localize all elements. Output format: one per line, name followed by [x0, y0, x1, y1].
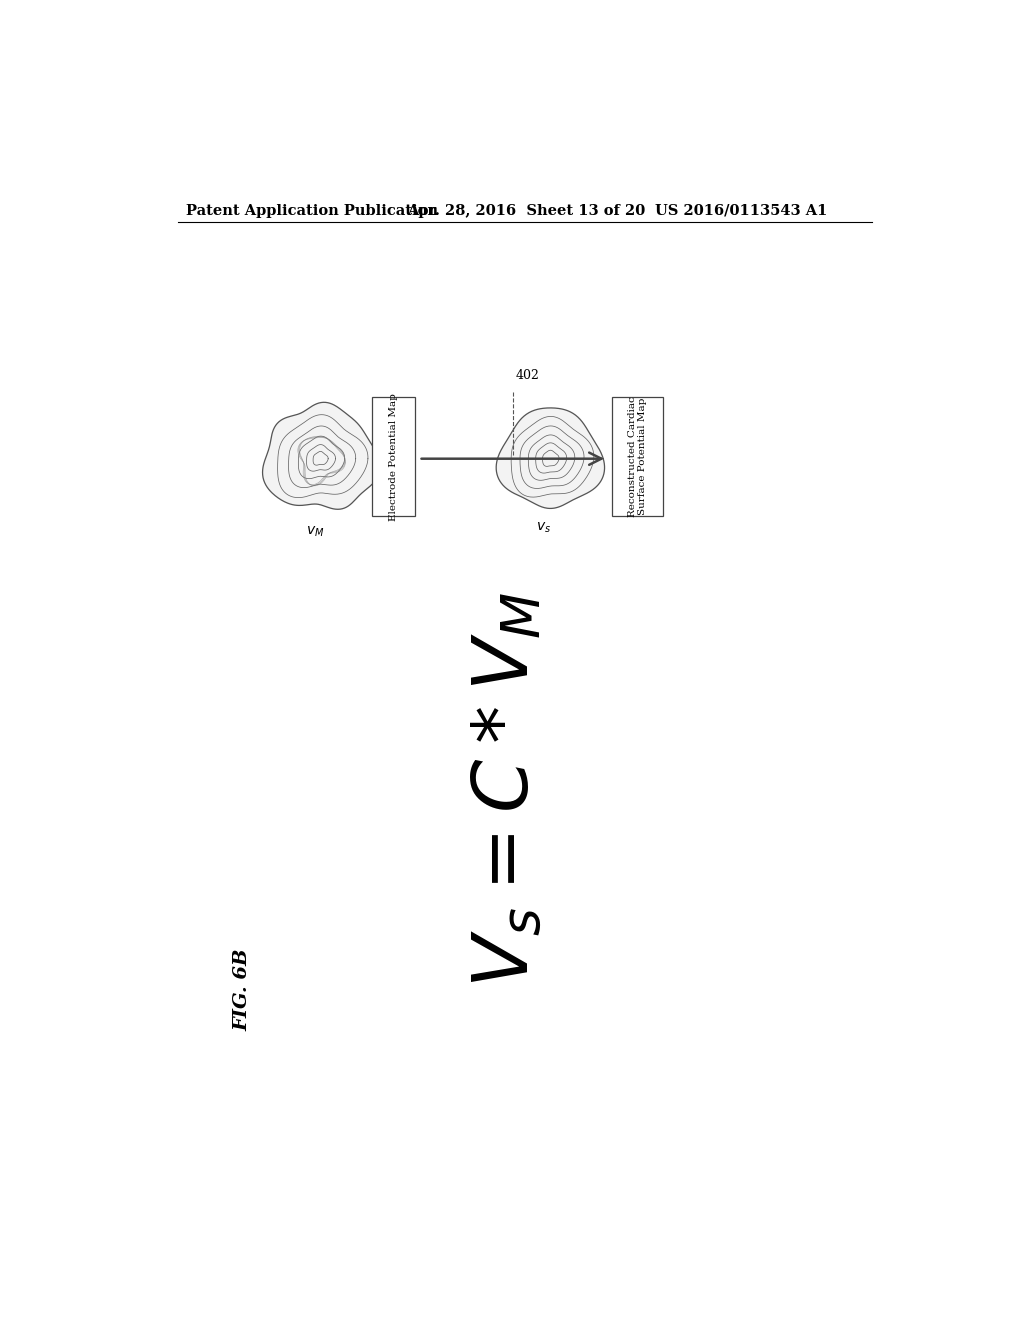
- Bar: [612, 397, 663, 516]
- Text: Electrode Potential Map: Electrode Potential Map: [389, 393, 398, 520]
- Text: $\mathit{V_s} = \mathit{C} * \mathit{V_M}$: $\mathit{V_s} = \mathit{C} * \mathit{V_M…: [470, 591, 545, 987]
- Text: Reconstructed Cardiac
Surface Potential Map: Reconstructed Cardiac Surface Potential …: [628, 396, 647, 517]
- Text: FIG. 6B: FIG. 6B: [233, 949, 252, 1031]
- Text: $\mathit{v_M}$: $\mathit{v_M}$: [306, 524, 325, 539]
- Text: $\mathit{v_s}$: $\mathit{v_s}$: [537, 520, 552, 535]
- Text: US 2016/0113543 A1: US 2016/0113543 A1: [655, 203, 827, 218]
- Bar: [372, 397, 415, 516]
- Text: Patent Application Publication: Patent Application Publication: [186, 203, 438, 218]
- Polygon shape: [497, 408, 604, 508]
- Polygon shape: [262, 403, 381, 510]
- Text: 402: 402: [516, 368, 540, 381]
- Text: Apr. 28, 2016  Sheet 13 of 20: Apr. 28, 2016 Sheet 13 of 20: [407, 203, 645, 218]
